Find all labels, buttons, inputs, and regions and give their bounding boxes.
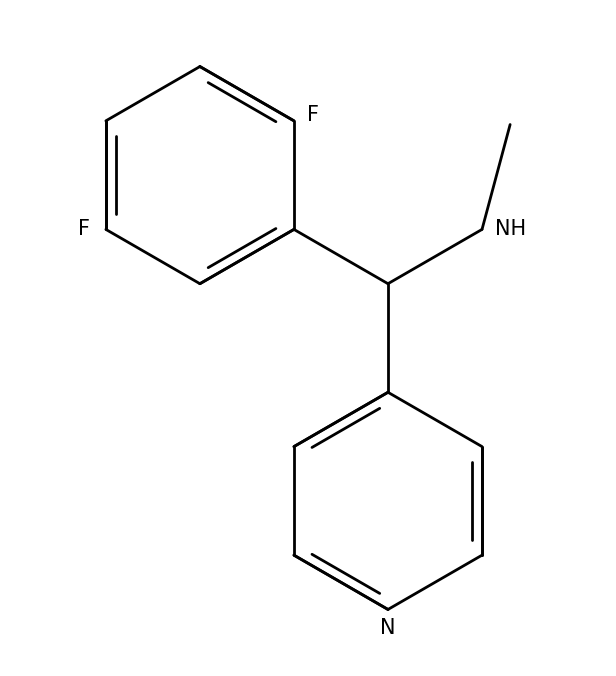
Text: N: N	[380, 618, 395, 638]
Text: NH: NH	[495, 220, 526, 239]
Text: F: F	[307, 105, 319, 126]
Text: F: F	[78, 220, 89, 239]
